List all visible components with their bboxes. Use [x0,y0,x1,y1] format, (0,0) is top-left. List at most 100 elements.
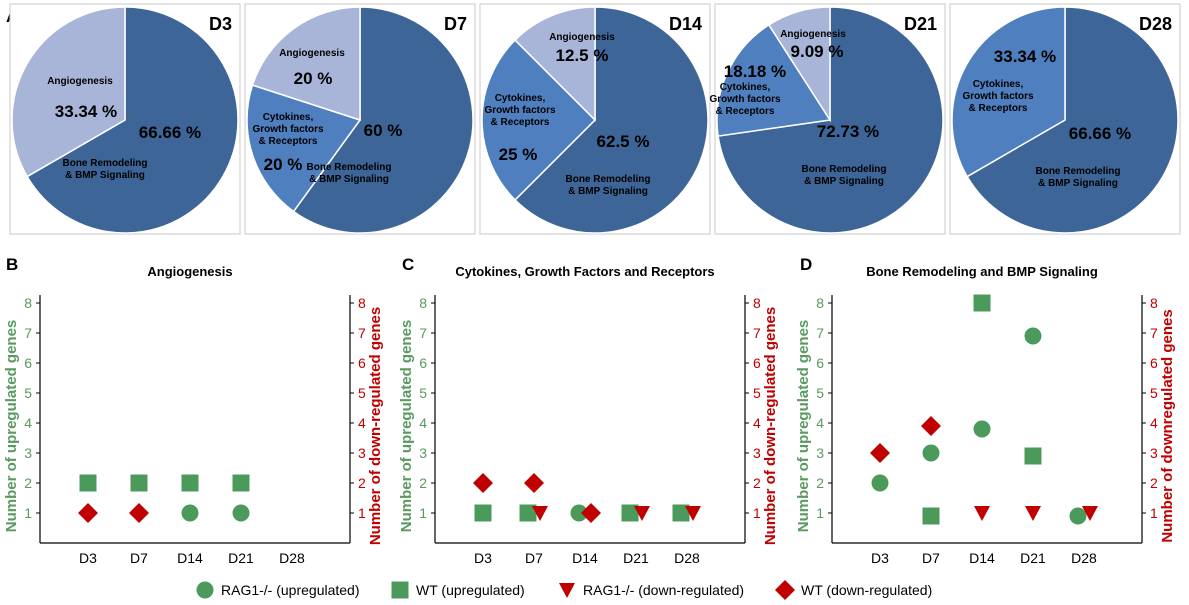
pie-chart-d3: Bone Remodeling& BMP Signaling 66.66 % Ang… [9,3,241,235]
y-tick-label-right: 2 [358,475,366,491]
pie-slice-percent: 72.73 % [817,122,879,141]
x-tick-label: D21 [228,550,254,566]
pie-slice-name: Cytokines, [720,82,771,93]
pie-slice-percent: 9.09 % [791,42,844,61]
y-tick-label-left: 1 [24,505,32,521]
marker-circle [181,504,199,522]
pie-slice-name: & Receptors [491,117,550,128]
y-tick-label-right: 2 [753,475,761,491]
y-tick-label-left: 4 [24,415,32,431]
pie-slice-percent: 18.18 % [724,62,786,81]
pie-slice-name: Cytokines, [973,79,1024,90]
pie-slice-name: Cytokines, [495,93,546,104]
pie-slice-name: Growth factors [484,105,556,116]
y-tick-label-right: 3 [753,445,761,461]
x-tick-label: D14 [969,550,995,566]
marker-circle [1024,327,1042,345]
x-tick-label: D3 [474,550,492,566]
y-tick-label-right: 4 [358,415,366,431]
pie-slice [26,6,239,234]
y-tick-label-left: 2 [419,475,427,491]
marker-circle [232,504,250,522]
y-tick-label-right: 6 [358,355,366,371]
y-axis-label-left: Number of upregulated genes [795,320,812,533]
pie-slice-name: & BMP Signaling [1038,178,1118,189]
marker-triangle [974,506,990,521]
x-tick-label: D3 [79,550,97,566]
marker-square [672,504,690,522]
marker-triangle [532,506,548,521]
x-tick-label: D28 [279,550,305,566]
pie-slice-name: Bone Remodeling [306,162,391,173]
pie-slice [966,6,1179,234]
pie-slice-name: & BMP Signaling [568,186,648,197]
y-tick-label-left: 2 [816,475,824,491]
marker-diamond [78,503,98,523]
x-tick-label: D7 [525,550,543,566]
y-tick-label-left: 6 [419,355,427,371]
pie-slice-percent: 12.5 % [556,46,609,65]
pie-slice-name: Growth factors [962,91,1034,102]
y-tick-label-right: 3 [1150,445,1158,461]
pie-slice-name: Cytokines, [263,112,314,123]
y-tick-label-left: 7 [816,325,824,341]
legend: RAG1-/- (upregulated) WT (upregulated) RAG… [196,580,932,600]
marker-triangle [634,506,650,521]
y-tick-label-right: 6 [1150,355,1158,371]
marker-triangle [685,506,701,521]
panel-label-b: B [6,255,18,274]
y-tick-label-left: 3 [419,445,427,461]
marker-square [922,507,940,525]
pie-title: D3 [209,14,232,34]
y-tick-label-left: 4 [419,415,427,431]
y-tick-label-left: 1 [419,505,427,521]
pie-slice-percent: 33.34 % [55,102,117,121]
pie-slice [514,6,596,122]
pie-slice-name: Bone Remodeling [801,164,886,175]
marker-diamond [581,503,601,523]
pie-slice-percent: 66.66 % [139,123,201,142]
panel-label-c: C [402,255,414,274]
pie-title: D7 [444,14,467,34]
pie-slice-name: Angiogenesis [549,32,615,43]
y-tick-label-left: 6 [816,355,824,371]
pie-slice-name: & Receptors [969,103,1028,114]
y-tick-label-left: 3 [24,445,32,461]
y-tick-label-right: 8 [1150,295,1158,311]
pie-slice-name: Angiogenesis [780,29,846,40]
legend-label: RAG1-/- (down-regulated) [583,582,744,598]
pie-slice [292,6,474,234]
pie-title: D14 [669,14,702,34]
x-tick-label: D14 [572,550,598,566]
x-tick-label: D14 [177,550,203,566]
pie-chart-d28: Bone Remodeling& BMP Signaling 66.66 % Cyt… [949,3,1181,235]
y-tick-label-right: 1 [753,505,761,521]
x-tick-label: D7 [130,550,148,566]
chart-title: Bone Remodeling and BMP Signaling [866,264,1098,279]
pie-slice-name: & Receptors [716,106,775,117]
legend-marker-diamond [775,580,795,600]
pie-slice-percent: 33.34 % [994,47,1056,66]
pie-slice-name: & BMP Signaling [309,174,389,185]
y-tick-label-right: 7 [753,325,761,341]
y-tick-label-right: 6 [753,355,761,371]
marker-circle [922,444,940,462]
pie-slice [481,39,597,201]
pie-slice-percent: 20 % [294,69,333,88]
y-tick-label-left: 1 [816,505,824,521]
pie-title: D28 [1139,14,1172,34]
pie-slice-name: Bone Remodeling [1035,166,1120,177]
marker-diamond [129,503,149,523]
marker-diamond [870,443,890,463]
y-tick-label-right: 5 [1150,385,1158,401]
pie-slice-name: Angiogenesis [47,76,113,87]
y-tick-label-left: 4 [816,415,824,431]
legend-marker-square [391,581,409,599]
pie-slice [11,6,126,178]
pie-slice [767,6,831,123]
y-tick-label-left: 7 [24,325,32,341]
y-tick-label-left: 3 [816,445,824,461]
legend-label: WT (upregulated) [416,582,525,598]
